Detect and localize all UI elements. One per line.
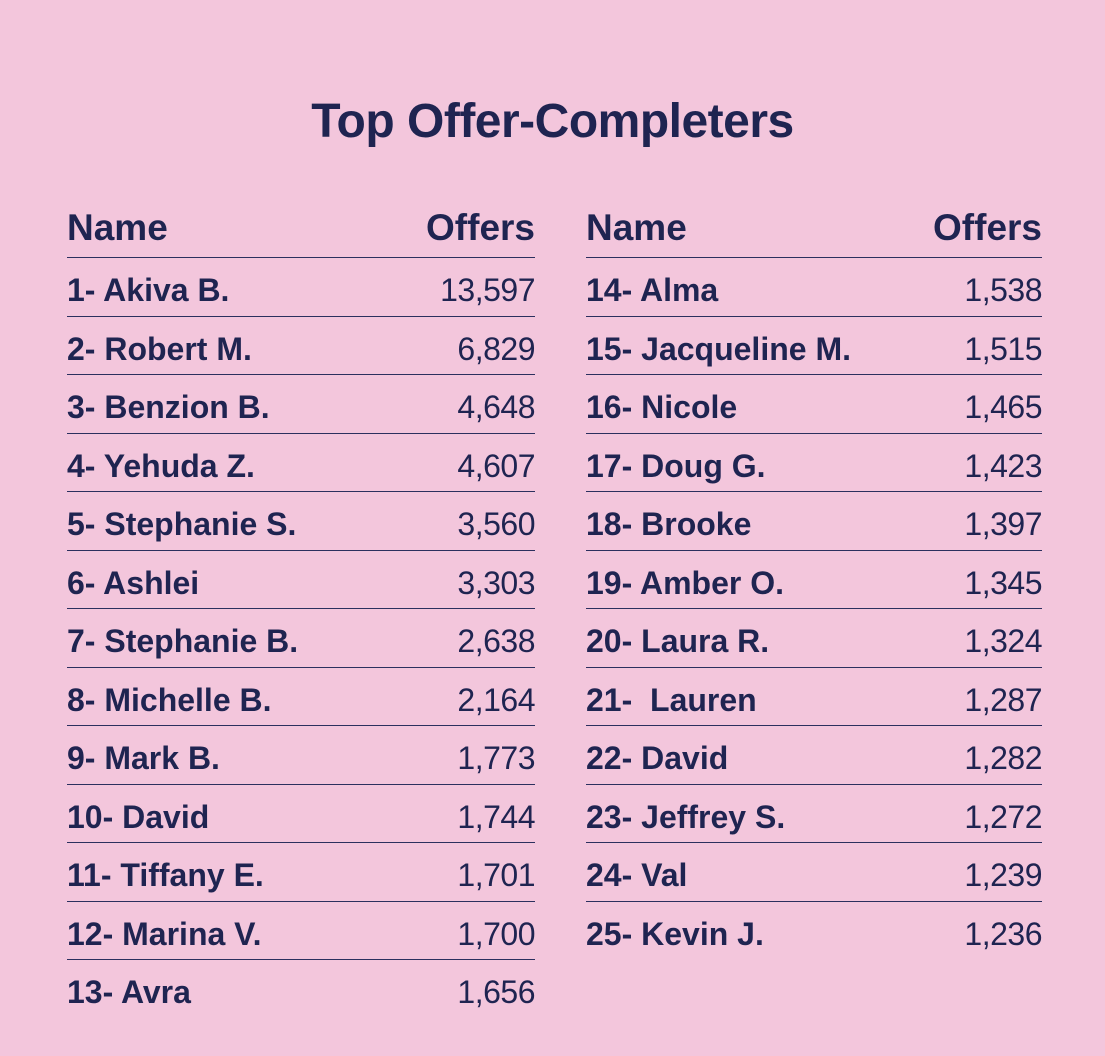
table-row: 12- Marina V. 1,700	[67, 902, 535, 960]
table-row: 6- Ashlei 3,303	[67, 551, 535, 609]
row-name: 9- Mark B.	[67, 740, 220, 776]
page-title: Top Offer-Completers	[311, 95, 794, 148]
row-offers: 2,164	[457, 681, 535, 718]
table-row: 16- Nicole 1,465	[586, 375, 1042, 434]
row-name: 19- Amber O.	[586, 564, 784, 601]
table-row: 5- Stephanie S. 3,560	[67, 492, 535, 551]
header-name: Name	[67, 207, 168, 248]
table-body-left: 1- Akiva B. 13,597 2- Robert M. 6,829 3- Ben…	[67, 258, 535, 1019]
row-offers: 13,597	[440, 272, 535, 308]
table-row: 3- Benzion B. 4,648	[67, 375, 535, 434]
row-name: 4- Yehuda Z.	[67, 447, 255, 484]
row-name: 12- Marina V.	[67, 915, 262, 952]
row-name: 17- Doug G.	[586, 447, 766, 484]
row-offers: 1,345	[964, 564, 1042, 601]
table-right: Name Offers 14- Alma 1,538 15- Jacqueline …	[586, 200, 1042, 960]
row-offers: 1,272	[964, 798, 1042, 835]
row-name: 22- David	[586, 740, 729, 776]
row-name: 3- Benzion B.	[67, 389, 270, 425]
row-offers: 1,282	[964, 740, 1042, 776]
table-row: 21- Lauren 1,287	[586, 668, 1042, 726]
row-name: 16- Nicole	[586, 389, 738, 425]
table-row: 1- Akiva B. 13,597	[67, 258, 535, 317]
table-body-right: 14- Alma 1,538 15- Jacqueline M. 1,515 16- N…	[586, 258, 1042, 960]
row-offers: 3,303	[457, 564, 535, 601]
table-row: 7- Stephanie B. 2,638	[67, 609, 535, 668]
row-name: 1- Akiva B.	[67, 272, 230, 308]
row-offers: 1,701	[457, 857, 535, 893]
row-offers: 1,515	[964, 330, 1042, 367]
row-name: 10- David	[67, 798, 210, 835]
table-row: 15- Jacqueline M. 1,515	[586, 317, 1042, 375]
row-offers: 1,287	[964, 681, 1042, 718]
header-name: Name	[586, 207, 687, 248]
header-offers: Offers	[933, 207, 1042, 248]
table-row: 20- Laura R. 1,324	[586, 609, 1042, 668]
table-row: 25- Kevin J. 1,236	[586, 902, 1042, 961]
row-offers: 1,656	[457, 974, 535, 1010]
row-name: 6- Ashlei	[67, 564, 200, 601]
row-offers: 4,607	[457, 447, 535, 484]
row-name: 15- Jacqueline M.	[586, 330, 851, 367]
row-name: 14- Alma	[586, 272, 719, 308]
row-offers: 2,638	[457, 623, 535, 659]
table-header: Name Offers	[67, 200, 535, 258]
table-row: 4- Yehuda Z. 4,607	[67, 434, 535, 492]
row-name: 8- Michelle B.	[67, 681, 272, 718]
row-name: 20- Laura R.	[586, 623, 770, 659]
table-row: 11- Tiffany E. 1,701	[67, 843, 535, 902]
row-offers: 1,397	[964, 506, 1042, 542]
row-offers: 6,829	[457, 330, 535, 367]
table-row: 8- Michelle B. 2,164	[67, 668, 535, 726]
row-offers: 4,648	[457, 389, 535, 425]
row-offers: 1,423	[964, 447, 1042, 484]
row-name: 24- Val	[586, 857, 688, 893]
row-offers: 1,744	[457, 798, 535, 835]
table-header: Name Offers	[586, 200, 1042, 258]
row-name: 23- Jeffrey S.	[586, 798, 786, 835]
row-offers: 1,773	[457, 740, 535, 776]
table-row: 14- Alma 1,538	[586, 258, 1042, 317]
table-row: 19- Amber O. 1,345	[586, 551, 1042, 609]
row-offers: 1,538	[964, 272, 1042, 308]
row-name: 11- Tiffany E.	[67, 857, 264, 893]
table-row: 13- Avra 1,656	[67, 960, 535, 1019]
table-row: 18- Brooke 1,397	[586, 492, 1042, 551]
row-offers: 3,560	[457, 506, 535, 542]
row-offers: 1,236	[964, 915, 1042, 952]
table-row: 24- Val 1,239	[586, 843, 1042, 902]
table-row: 2- Robert M. 6,829	[67, 317, 535, 375]
row-offers: 1,700	[457, 915, 535, 952]
row-name: 25- Kevin J.	[586, 915, 764, 952]
header-offers: Offers	[426, 207, 535, 248]
table-row: 22- David 1,282	[586, 726, 1042, 785]
row-name: 18- Brooke	[586, 506, 752, 542]
row-offers: 1,324	[964, 623, 1042, 659]
row-offers: 1,239	[964, 857, 1042, 893]
table-row: 17- Doug G. 1,423	[586, 434, 1042, 492]
row-name: 21- Lauren	[586, 681, 757, 718]
row-name: 2- Robert M.	[67, 330, 252, 367]
row-name: 7- Stephanie B.	[67, 623, 299, 659]
row-name: 5- Stephanie S.	[67, 506, 297, 542]
table-row: 23- Jeffrey S. 1,272	[586, 785, 1042, 843]
row-offers: 1,465	[964, 389, 1042, 425]
table-left: Name Offers 1- Akiva B. 13,597 2- Robert M…	[67, 200, 535, 1019]
table-row: 9- Mark B. 1,773	[67, 726, 535, 785]
row-name: 13- Avra	[67, 974, 191, 1010]
table-row: 10- David 1,744	[67, 785, 535, 843]
